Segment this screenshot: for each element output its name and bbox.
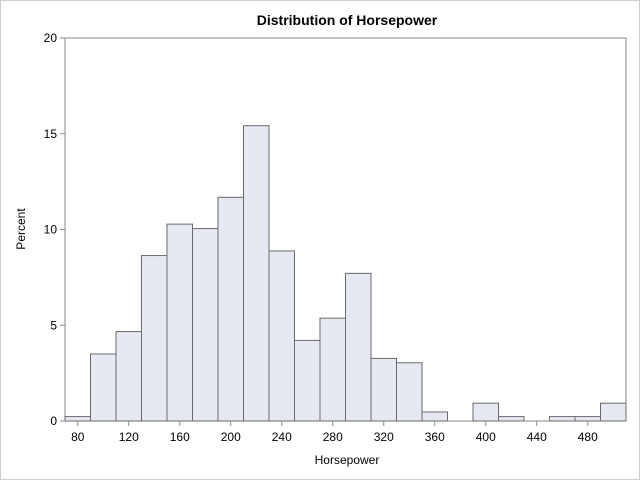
x-tick-label: 480 [578, 430, 598, 444]
histogram-bar [370, 357, 397, 422]
histogram-bar [574, 416, 601, 422]
histogram-bar [115, 331, 142, 422]
y-axis-label: Percent [14, 208, 28, 250]
x-tick-label: 280 [323, 430, 343, 444]
histogram-bar [243, 125, 270, 422]
histogram-bar [421, 411, 448, 422]
bars-group [64, 125, 627, 422]
y-tick-label: 0 [50, 414, 57, 428]
histogram-bar [319, 317, 346, 422]
y-tick-label: 20 [44, 31, 58, 45]
histogram-bar [192, 228, 219, 422]
histogram-bar [600, 402, 627, 422]
chart-title: Distribution of Horsepower [257, 12, 438, 28]
x-tick-label: 320 [374, 430, 394, 444]
x-tick-label: 440 [527, 430, 547, 444]
histogram-bar [217, 196, 244, 422]
histogram-bar [64, 416, 91, 422]
histogram-bar [294, 339, 321, 422]
y-axis-ticks: 0 5 10 15 20 [44, 31, 65, 428]
x-tick-label: 120 [119, 430, 139, 444]
histogram-bar [549, 416, 576, 422]
y-tick-label: 5 [50, 318, 57, 332]
histogram-bar [268, 250, 295, 422]
x-tick-label: 240 [272, 430, 292, 444]
histogram-bar [472, 402, 499, 422]
x-axis-label: Horsepower [315, 453, 380, 467]
x-axis-ticks: 80 120 160 200 240 280 320 360 400 440 480 [71, 421, 598, 444]
y-tick-label: 10 [44, 223, 58, 237]
histogram-bar [498, 416, 525, 422]
x-tick-label: 200 [221, 430, 241, 444]
histogram-bar [90, 353, 117, 422]
x-tick-label: 360 [425, 430, 445, 444]
histogram-bar [345, 272, 372, 422]
y-tick-label: 15 [44, 127, 58, 141]
histogram-bar [141, 255, 168, 422]
histogram-bar [396, 362, 423, 422]
histogram-bar [166, 223, 193, 422]
x-tick-label: 80 [71, 430, 85, 444]
x-tick-label: 160 [170, 430, 190, 444]
x-tick-label: 400 [476, 430, 496, 444]
